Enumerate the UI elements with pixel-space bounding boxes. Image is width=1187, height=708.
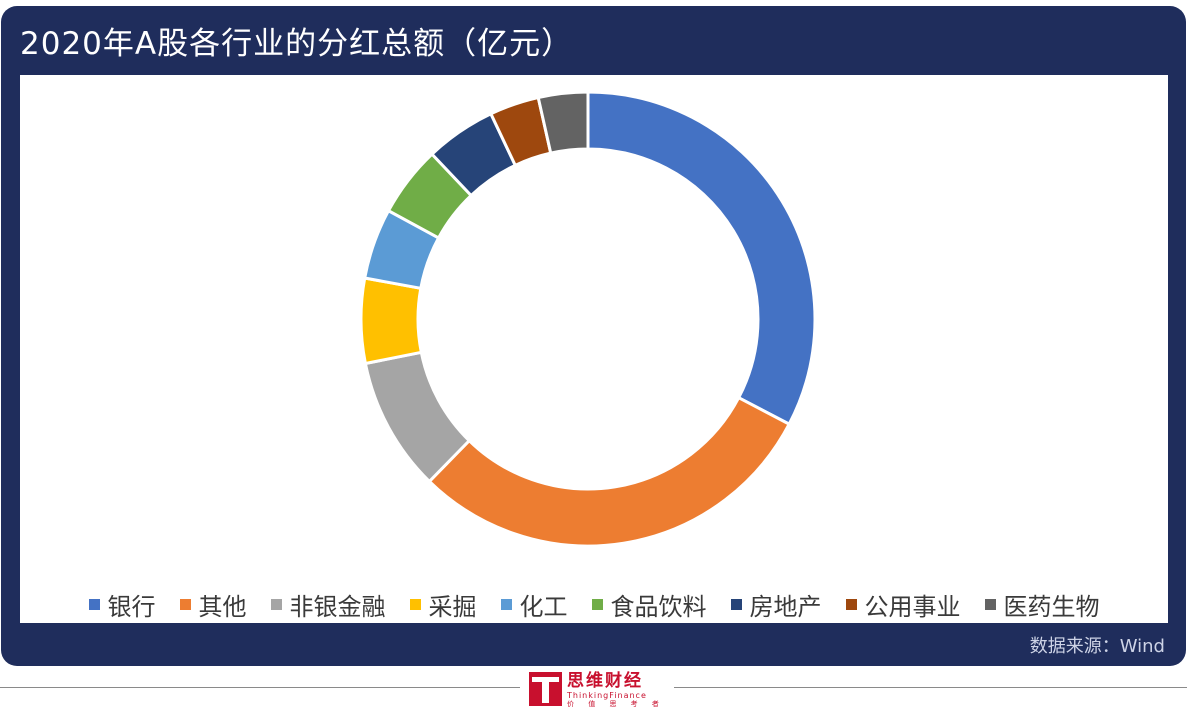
legend-label: 采掘 xyxy=(428,592,477,621)
footer-divider-left xyxy=(0,687,520,688)
legend-item-6: 食品饮料 xyxy=(591,587,707,622)
legend-label: 公用事业 xyxy=(864,592,961,621)
chart-legend: 银行 其他 非银金融 采掘 化工 食品饮料 房地产 公用事业 医药生物 xyxy=(0,582,1187,626)
legend-swatch xyxy=(179,598,191,610)
legend-item-2: 其他 xyxy=(179,587,247,622)
legend-item-5: 化工 xyxy=(500,587,568,622)
brand-tagline: 价 值 思 考 者 xyxy=(567,700,665,708)
footer-divider-right xyxy=(674,687,1187,688)
chart-panel xyxy=(20,75,1168,623)
legend-item-7: 房地产 xyxy=(730,587,822,622)
legend-label: 医药生物 xyxy=(1003,592,1100,621)
brand-logo: 思维财经 ThinkingFinance 价 值 思 考 者 xyxy=(529,672,667,708)
data-source: 数据来源：Wind xyxy=(1029,636,1165,657)
legend-swatch xyxy=(500,598,512,610)
donut-chart xyxy=(359,90,817,548)
legend-swatch xyxy=(270,598,282,610)
legend-item-9: 医药生物 xyxy=(984,587,1100,622)
legend-swatch xyxy=(88,598,100,610)
donut-slice-9 xyxy=(536,90,590,155)
legend-swatch xyxy=(591,598,603,610)
legend-item-8: 公用事业 xyxy=(845,587,961,622)
legend-label: 食品饮料 xyxy=(610,592,707,621)
chart-title: 2020年A股各行业的分红总额（亿元） xyxy=(20,26,574,62)
legend-label: 银行 xyxy=(107,592,156,621)
legend-label: 非银金融 xyxy=(289,592,386,621)
brand-name: 思维财经 xyxy=(567,671,643,691)
legend-swatch xyxy=(730,598,742,610)
legend-label: 其他 xyxy=(198,592,247,621)
donut-slice-1 xyxy=(586,90,817,427)
legend-item-1: 银行 xyxy=(88,587,156,622)
donut-slice-4 xyxy=(359,276,424,366)
legend-swatch xyxy=(984,598,996,610)
legend-swatch xyxy=(845,598,857,610)
legend-label: 化工 xyxy=(519,592,568,621)
legend-swatch xyxy=(409,598,421,610)
donut-slice-2 xyxy=(427,395,792,548)
legend-label: 房地产 xyxy=(749,592,822,621)
legend-item-4: 采掘 xyxy=(409,587,477,622)
brand-t-icon xyxy=(529,672,562,706)
brand-name-en: ThinkingFinance xyxy=(567,691,647,700)
legend-item-3: 非银金融 xyxy=(270,587,386,622)
